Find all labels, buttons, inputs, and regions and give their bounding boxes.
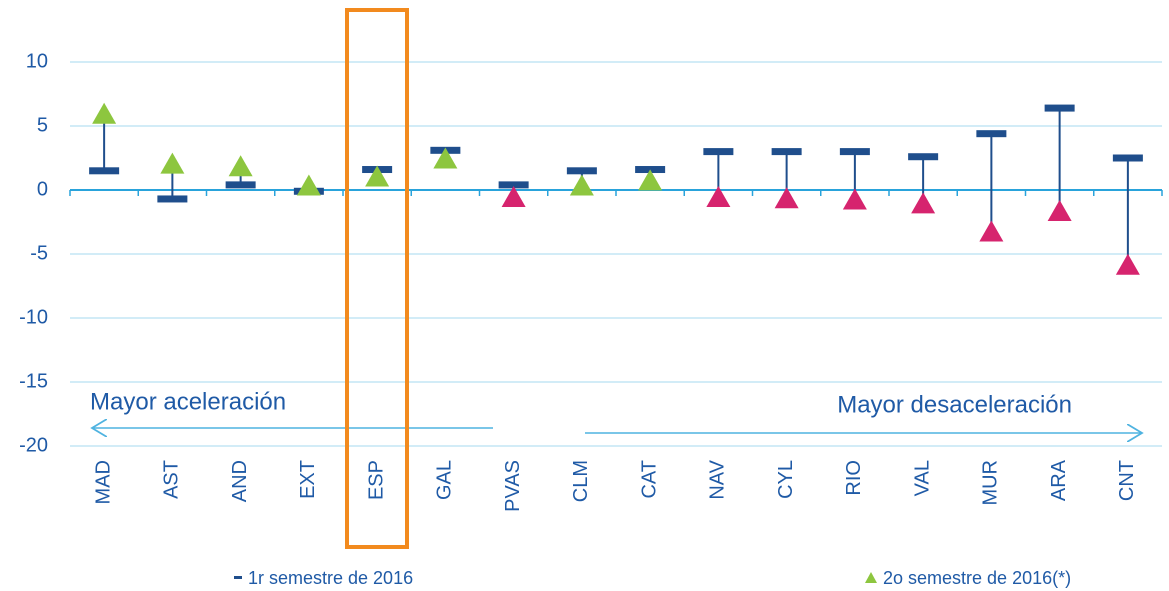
- triangle-marker: [774, 187, 799, 209]
- legend-label: 2o semestre de 2016(*): [883, 568, 1071, 588]
- dash-marker: [89, 167, 120, 175]
- dash-marker: [157, 195, 188, 203]
- triangle-marker: [433, 147, 458, 169]
- y-tick-label: 5: [37, 114, 48, 136]
- dash-marker: [498, 181, 529, 189]
- x-tick-label: ESP: [365, 460, 387, 500]
- x-tick-label: MUR: [980, 460, 1002, 506]
- triangle-marker: [842, 188, 867, 210]
- triangle-marker: [92, 102, 117, 124]
- legend-triangle: [865, 572, 877, 583]
- x-tick-label: AND: [229, 460, 251, 502]
- triangle-marker: [979, 220, 1004, 242]
- x-tick-label: CYL: [775, 460, 797, 499]
- dash-marker: [976, 130, 1007, 138]
- x-tick-label: CNT: [1116, 460, 1138, 501]
- x-tick-label: EXT: [297, 460, 319, 499]
- x-tick-label: NAV: [707, 459, 729, 499]
- triangle-marker: [501, 185, 526, 207]
- y-tick-label: -10: [19, 306, 48, 328]
- y-tick-label: -5: [30, 242, 48, 264]
- y-tick-label: -15: [19, 370, 48, 392]
- annotation: Mayor desaceleración: [837, 391, 1072, 418]
- x-tick-label: PVAS: [502, 460, 524, 512]
- x-tick-label: ARA: [1048, 459, 1070, 501]
- triangle-marker: [1115, 253, 1140, 275]
- legend-label: 1r semestre de 2016: [248, 568, 413, 588]
- x-tick-label: GAL: [434, 460, 456, 500]
- triangle-marker: [160, 152, 185, 174]
- x-tick-label: VAL: [911, 460, 933, 496]
- x-tick-label: CAT: [638, 460, 660, 499]
- triangle-marker: [638, 169, 663, 191]
- triangle-marker: [296, 174, 321, 196]
- triangle-marker: [569, 174, 594, 196]
- x-tick-label: CLM: [570, 460, 592, 502]
- dash-marker: [908, 153, 939, 161]
- x-tick-label: RIO: [843, 460, 865, 496]
- y-tick-label: 0: [37, 178, 48, 200]
- legend-dash: [234, 576, 242, 579]
- dash-marker: [703, 148, 734, 156]
- triangle-marker: [1047, 200, 1072, 222]
- dash-marker: [1044, 104, 1075, 112]
- dash-marker: [566, 167, 597, 175]
- annotation: Mayor aceleración: [90, 388, 286, 415]
- triangle-marker: [706, 185, 731, 207]
- dash-marker: [1112, 154, 1143, 162]
- triangle-marker: [911, 192, 936, 214]
- dash-marker: [771, 148, 802, 156]
- y-tick-label: 10: [26, 50, 48, 72]
- x-tick-label: MAD: [92, 460, 114, 504]
- highlight-box: [345, 8, 409, 549]
- dash-marker: [225, 181, 256, 189]
- x-tick-label: AST: [161, 460, 183, 499]
- triangle-marker: [365, 165, 390, 187]
- plot-area: -20 -15 -10 -5 0 5 10 MAD AST AND EXT ESP GAL PVAS CLM…: [19, 50, 1163, 588]
- triangle-marker: [228, 155, 253, 177]
- dash-marker: [839, 148, 870, 156]
- y-tick-label: -20: [19, 434, 48, 456]
